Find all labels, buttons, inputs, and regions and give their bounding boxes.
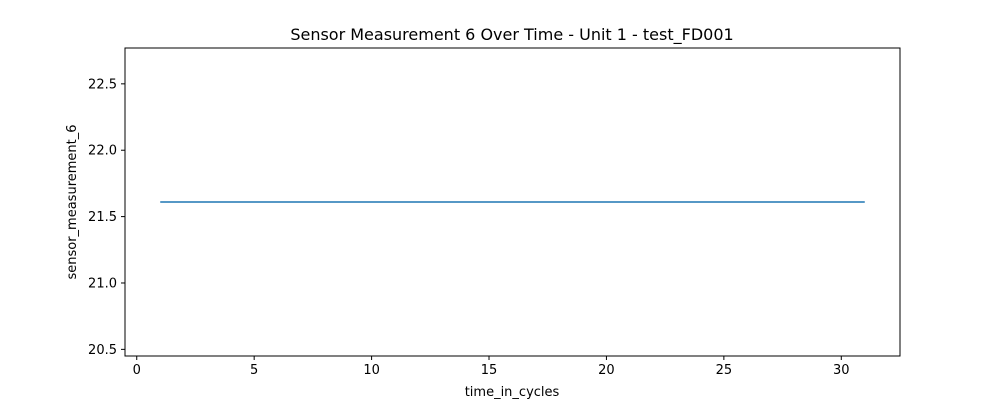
y-tick-label: 22.0 xyxy=(88,144,117,159)
x-tick-label: 10 xyxy=(363,363,380,378)
x-tick-label: 15 xyxy=(481,363,498,378)
chart-title: Sensor Measurement 6 Over Time - Unit 1 … xyxy=(290,25,733,45)
y-tick-label: 21.5 xyxy=(88,210,117,225)
x-axis-label: time_in_cycles xyxy=(465,385,560,400)
x-tick-label: 20 xyxy=(598,363,615,378)
y-tick-label: 20.5 xyxy=(88,343,117,358)
y-axis-label: sensor_measurement_6 xyxy=(65,124,80,279)
y-axis: 20.5 21.0 21.5 22.0 22.5 xyxy=(88,77,125,358)
plot-frame xyxy=(124,47,901,357)
x-tick-label: 25 xyxy=(716,363,733,378)
y-tick-label: 22.5 xyxy=(88,77,117,92)
x-tick-label: 5 xyxy=(250,363,258,378)
y-tick-label: 21.0 xyxy=(88,276,117,291)
x-tick-label: 30 xyxy=(833,363,850,378)
x-axis: 0 5 10 15 20 25 30 xyxy=(133,356,850,378)
x-tick-label: 0 xyxy=(133,363,141,378)
